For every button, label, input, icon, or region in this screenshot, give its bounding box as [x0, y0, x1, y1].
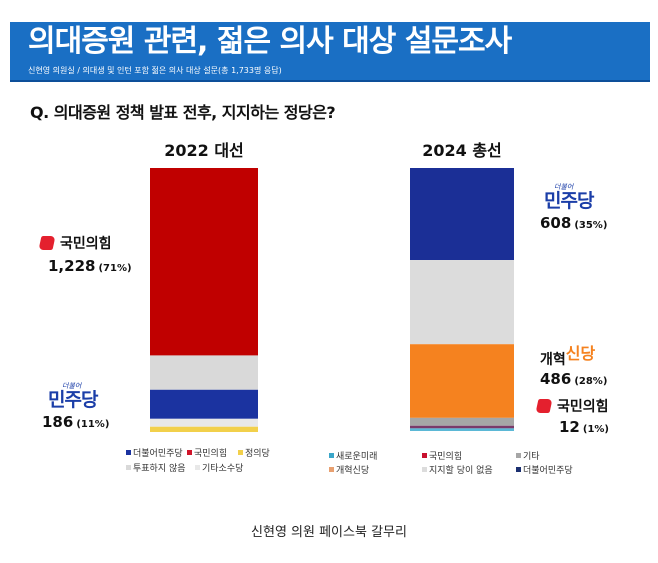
chart-title-2024: 2024 총선: [422, 141, 502, 160]
legend-item: 정의당: [238, 446, 270, 459]
legend-swatch: [195, 465, 200, 470]
legend-item: 국민의힘: [422, 449, 462, 462]
ppp-logo-icon: [38, 236, 56, 250]
legend-swatch: [238, 450, 243, 455]
legend-item: 기타소수당: [195, 461, 243, 474]
legend-label: 지지할 당이 없음: [429, 466, 493, 476]
left-ppp-pct: (71%): [98, 263, 132, 274]
legend-label: 더불어민주당: [133, 449, 183, 459]
left-dem-pct: (11%): [76, 419, 110, 430]
bar-segment-2024-4: [410, 425, 514, 429]
left-dem-count: 186: [42, 413, 74, 431]
image-caption: 신현영 의원 페이스북 갈무리: [251, 525, 407, 540]
banner-title: 의대증원 관련, 젊은 의사 대상 설문조사: [28, 24, 512, 59]
legend-swatch: [516, 467, 521, 472]
legend-item: 국민의힘: [187, 446, 227, 459]
right-reform-count: 486: [540, 370, 572, 388]
right-reform-pct: (28%): [574, 376, 608, 387]
legend-label: 정의당: [245, 449, 270, 459]
legend-swatch: [516, 453, 521, 458]
label-right-reform: 개혁신당 486 (28%): [540, 344, 608, 388]
banner-divider: [10, 80, 650, 82]
bar-segment-2024-0: [410, 168, 514, 261]
dem-small-text: 더불어: [62, 382, 82, 390]
label-right-ppp: 국민의힘 12 (1%): [535, 396, 609, 436]
right-dem-count: 608: [540, 214, 572, 232]
legend-label: 국민의힘: [429, 452, 463, 462]
legend-swatch: [329, 467, 334, 472]
bar-segment-2022-4: [150, 426, 258, 432]
bar-segment-2022-2: [150, 389, 258, 419]
label-left-ppp: 국민의힘 1,228 (71%): [38, 233, 132, 275]
legend-label: 기타: [523, 452, 540, 462]
legend-swatch: [329, 453, 334, 458]
legend-swatch: [126, 450, 131, 455]
ppp-name: 국민의힘: [557, 399, 609, 415]
dem-small-text: 더불어: [554, 183, 574, 191]
survey-question: Q. 의대증원 정책 발표 전후, 지지하는 정당은?: [30, 103, 336, 122]
legend-item: 새로운미래: [329, 449, 377, 462]
chart-title-2022: 2022 대선: [164, 141, 244, 160]
legend-item: 더불어민주당: [516, 463, 573, 476]
bar-segment-2024-3: [410, 417, 514, 426]
reform-name-a: 개혁: [540, 352, 566, 368]
legend-swatch: [422, 453, 427, 458]
banner-subtitle: 신현영 의원실 / 의대생 및 인턴 포함 젊은 의사 대상 설문(총 1,73…: [28, 66, 282, 75]
legend-label: 새로운미래: [336, 452, 378, 462]
legend-swatch: [187, 450, 192, 455]
legend-item: 개혁신당: [329, 463, 369, 476]
legend-item: 기타: [516, 449, 540, 462]
legend-item: 지지할 당이 없음: [422, 463, 493, 476]
legend-item: 더불어민주당: [126, 446, 183, 459]
legend-label: 더불어민주당: [523, 466, 573, 476]
label-left-dem: 더불어 민주당 186 (11%): [42, 382, 110, 431]
title-banner: [10, 22, 650, 82]
dem-name: 민주당: [48, 389, 98, 411]
legend-label: 투표하지 않음: [133, 464, 186, 474]
right-ppp-count: 12: [559, 418, 580, 436]
label-right-dem: 더불어 민주당 608 (35%): [540, 183, 607, 232]
bar-segment-2024-2: [410, 344, 514, 418]
legend-label: 국민의힘: [194, 449, 228, 459]
legend-swatch: [126, 465, 131, 470]
legend-label: 개혁신당: [336, 466, 370, 476]
bar-segment-2022-1: [150, 355, 258, 390]
dem-name: 민주당: [544, 190, 594, 212]
legend-swatch: [422, 467, 427, 472]
reform-name-b: 신당: [565, 344, 596, 363]
left-ppp-count: 1,228: [48, 257, 96, 275]
right-ppp-pct: (1%): [582, 424, 609, 435]
bar-segment-2024-5: [410, 428, 514, 431]
legend-item: 투표하지 않음: [126, 461, 186, 474]
right-dem-pct: (35%): [574, 220, 608, 231]
ppp-logo-icon: [535, 399, 553, 413]
ppp-name: 국민의힘: [60, 236, 112, 252]
legend-label: 기타소수당: [202, 464, 244, 474]
bar-segment-2022-3: [150, 418, 258, 427]
bar-segment-2024-1: [410, 260, 514, 345]
bar-segment-2022-0: [150, 168, 258, 356]
